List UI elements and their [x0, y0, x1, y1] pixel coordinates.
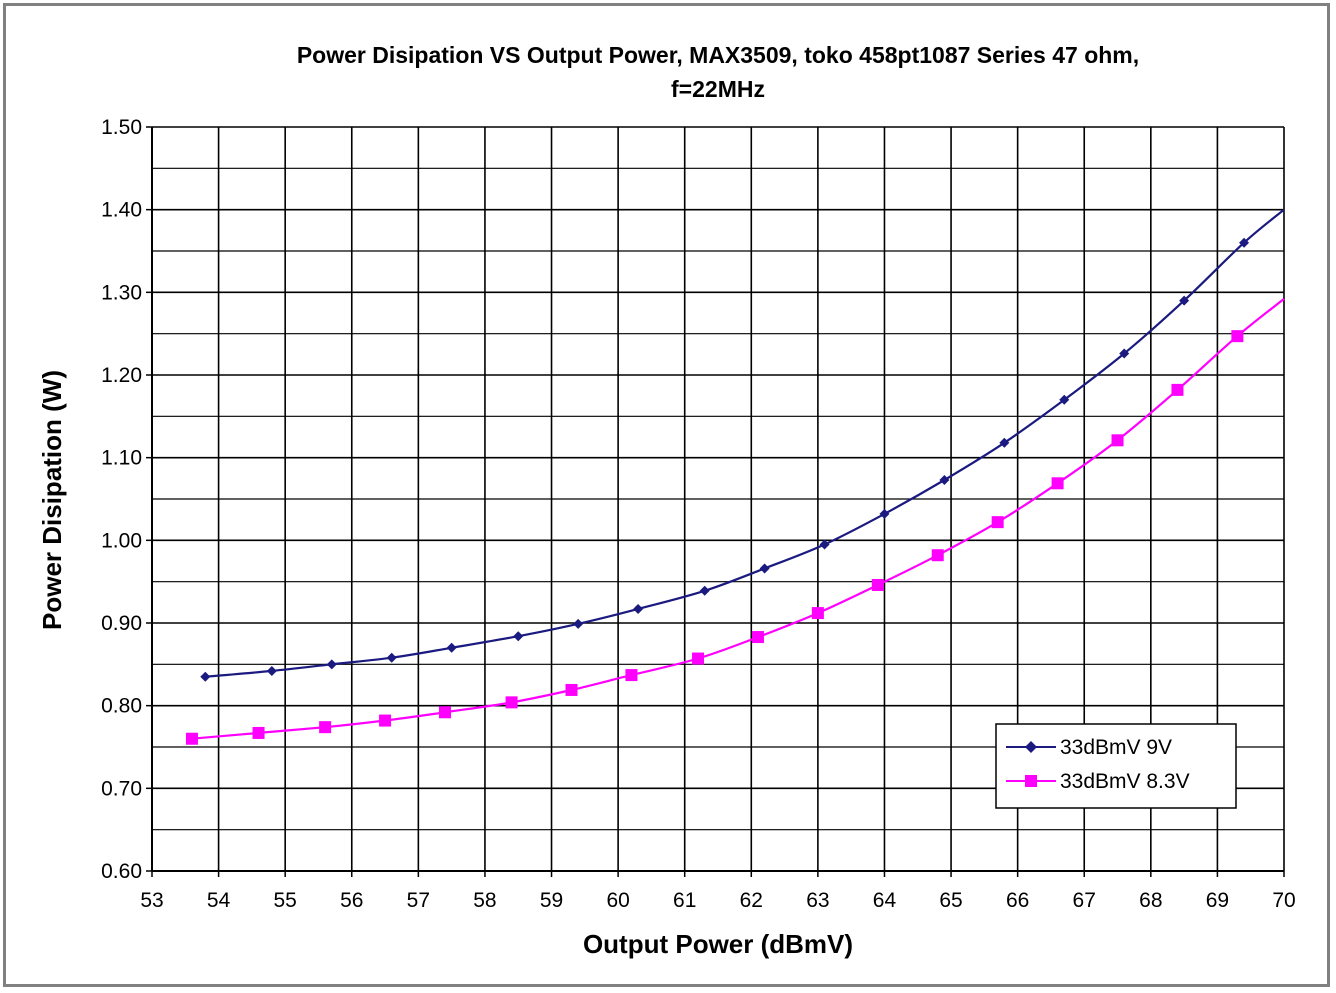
x-tick-label: 64 [873, 889, 897, 912]
data-point-series-2 [1231, 330, 1244, 343]
x-tick-label: 68 [1139, 889, 1162, 912]
x-tick-label: 57 [407, 889, 430, 912]
data-point-series-1 [266, 665, 277, 676]
y-tick-label: 0.60 [101, 860, 142, 883]
legend-label-series-2: 33dBmV 8.3V [1060, 770, 1190, 793]
y-tick-label: 1.50 [101, 116, 142, 139]
data-point-series-1 [573, 618, 584, 629]
legend-item-series-1: 33dBmV 9V [1006, 736, 1172, 759]
x-axis-label: Output Power (dBmV) [583, 929, 853, 959]
data-point-series-2 [565, 683, 578, 696]
data-point-series-2 [379, 714, 392, 727]
y-tick-label: 1.40 [101, 199, 142, 222]
data-point-series-2 [438, 706, 451, 719]
y-tick-label: 0.80 [101, 695, 142, 718]
x-tick-label: 62 [740, 889, 763, 912]
legend-item-series-2: 33dBmV 8.3V [1006, 770, 1190, 793]
legend-label-series-1: 33dBmV 9V [1060, 736, 1172, 759]
data-point-series-1 [1239, 237, 1250, 248]
data-point-series-2 [692, 652, 705, 665]
y-tick-label: 0.70 [101, 777, 142, 800]
data-point-series-1 [759, 563, 770, 574]
data-point-series-1 [699, 585, 710, 596]
data-point-series-1 [879, 508, 890, 519]
chart-frame [3, 3, 1330, 987]
x-tick-label: 70 [1272, 889, 1295, 912]
legend-box [995, 723, 1237, 809]
x-tick-label: 63 [806, 889, 829, 912]
data-point-series-1 [446, 642, 457, 653]
y-tick-label: 0.90 [101, 612, 142, 635]
y-tick-label: 1.20 [101, 364, 142, 387]
x-tick-label: 67 [1073, 889, 1096, 912]
y-tick-label: 1.00 [101, 529, 142, 552]
x-tick-label: 60 [606, 889, 629, 912]
x-tick-label: 66 [1006, 889, 1029, 912]
legend-marker-series-2 [1025, 775, 1037, 787]
x-tick-label: 56 [340, 889, 363, 912]
chart-title-line-2: f=22MHz [671, 76, 765, 102]
x-tick-label: 69 [1206, 889, 1229, 912]
legend-marker-series-1 [1025, 741, 1037, 753]
x-tick-label: 65 [939, 889, 962, 912]
data-point-series-1 [326, 659, 337, 670]
chart-title-line-1: Power Disipation VS Output Power, MAX350… [297, 42, 1139, 68]
data-point-series-2 [1051, 477, 1064, 490]
x-tick-label: 58 [473, 889, 496, 912]
data-point-series-1 [1179, 295, 1190, 306]
data-point-series-1 [939, 474, 950, 485]
data-point-series-2 [871, 578, 884, 591]
data-point-series-1 [513, 631, 524, 642]
x-tick-label: 61 [673, 889, 696, 912]
x-tick-label: 53 [140, 889, 163, 912]
y-tick-label: 1.10 [101, 447, 142, 470]
plot-area: 0.60 0.70 0.80 0.90 1.00 1.10 1.20 1.30 1.40 1.50… [101, 116, 1296, 912]
data-point-series-2 [252, 726, 265, 739]
x-tick-label: 55 [273, 889, 296, 912]
data-point-series-2 [751, 631, 764, 644]
data-point-series-1 [200, 671, 211, 682]
data-point-series-2 [1111, 434, 1124, 447]
data-point-series-2 [185, 732, 198, 745]
x-tick-label: 59 [540, 889, 563, 912]
data-point-series-2 [811, 607, 824, 620]
data-point-series-1 [386, 652, 397, 663]
x-tick-label: 54 [207, 889, 231, 912]
data-point-series-1 [1059, 394, 1070, 405]
data-point-series-1 [633, 603, 644, 614]
series-line-2 [191, 298, 1285, 740]
data-point-series-2 [319, 721, 332, 734]
y-axis-label: Power Disipation (W) [37, 370, 67, 630]
data-point-series-1 [1119, 348, 1130, 359]
data-point-series-2 [991, 516, 1004, 529]
legend: 33dBmV 9V 33dBmV 8.3V [995, 723, 1237, 809]
data-point-series-2 [931, 549, 944, 562]
data-point-series-2 [1171, 383, 1184, 396]
data-point-series-1 [819, 539, 830, 550]
data-point-series-2 [505, 696, 518, 709]
data-point-series-2 [625, 669, 638, 682]
y-tick-label: 1.30 [101, 281, 142, 304]
data-point-series-1 [999, 437, 1010, 448]
